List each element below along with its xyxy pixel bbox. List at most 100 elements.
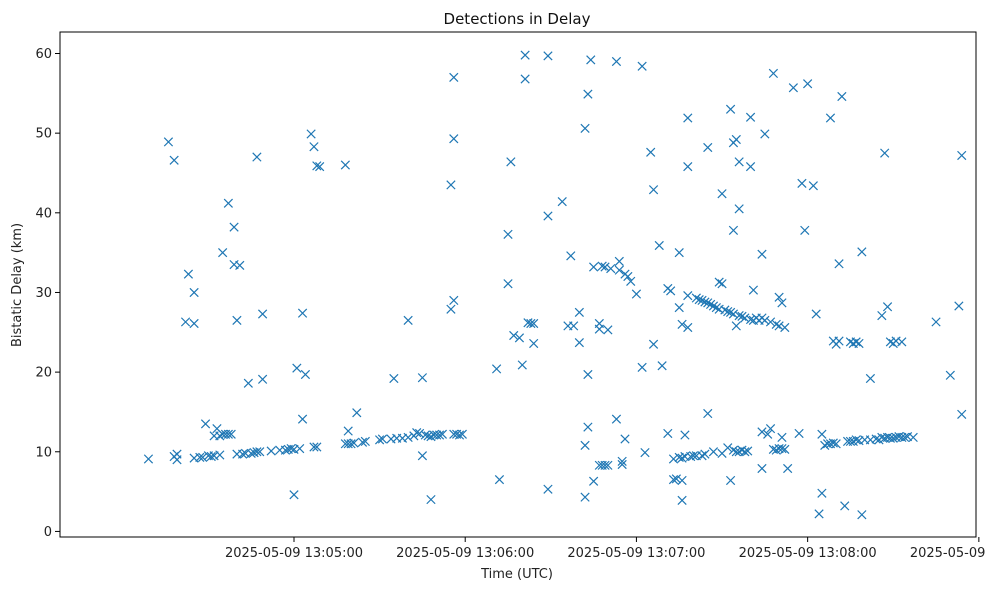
- data-point: [908, 432, 918, 443]
- data-point: [828, 438, 838, 448]
- data-point: [654, 240, 664, 251]
- y-tick-label: 0: [44, 525, 52, 540]
- data-point: [506, 157, 516, 167]
- data-point: [257, 374, 268, 384]
- data-point: [215, 431, 225, 441]
- data-point: [734, 204, 744, 214]
- y-tick-label: 60: [35, 47, 52, 62]
- data-point: [312, 161, 322, 171]
- data-point: [352, 408, 362, 418]
- data-point: [723, 306, 733, 317]
- data-point: [163, 137, 174, 147]
- data-point: [449, 134, 459, 144]
- data-points: [143, 50, 967, 520]
- data-point: [703, 298, 713, 308]
- data-point: [223, 198, 233, 208]
- data-point: [295, 443, 305, 454]
- data-point: [586, 55, 596, 65]
- data-point: [945, 370, 955, 380]
- data-point: [957, 150, 967, 161]
- data-point: [309, 142, 319, 152]
- data-point: [437, 429, 448, 439]
- data-point: [800, 225, 810, 235]
- data-point: [797, 178, 807, 188]
- data-point: [637, 362, 647, 372]
- data-point: [517, 360, 527, 370]
- data-point: [777, 298, 787, 308]
- data-point: [611, 56, 622, 67]
- data-point: [725, 104, 736, 114]
- data-point: [708, 447, 719, 457]
- data-point: [725, 475, 736, 486]
- data-point: [831, 439, 841, 449]
- data-point: [957, 409, 967, 419]
- data-point: [403, 432, 413, 443]
- y-tick-label: 30: [35, 286, 52, 301]
- data-point: [757, 249, 767, 259]
- data-point: [454, 430, 465, 440]
- data-point: [717, 279, 727, 289]
- y-axis-label: Bistatic Delay (km): [10, 223, 25, 347]
- data-point: [580, 123, 590, 134]
- data-point: [668, 475, 679, 485]
- data-point: [865, 373, 876, 384]
- data-point: [765, 424, 776, 434]
- data-point: [783, 463, 793, 474]
- data-point: [720, 305, 730, 315]
- data-point: [631, 289, 642, 299]
- data-point: [880, 148, 890, 158]
- x-tick-label: 2025-05-09 13:08:00: [739, 546, 877, 561]
- data-point: [300, 369, 311, 380]
- data-point: [731, 447, 741, 457]
- data-point: [215, 450, 225, 460]
- data-point: [143, 454, 154, 464]
- data-point: [640, 447, 650, 458]
- data-point: [246, 448, 256, 458]
- x-axis-label: Time (UTC): [480, 567, 553, 582]
- data-point: [346, 439, 356, 449]
- data-point: [728, 225, 739, 235]
- data-point: [877, 310, 887, 321]
- data-point: [200, 419, 211, 429]
- data-point: [580, 492, 590, 502]
- data-point: [574, 307, 584, 318]
- data-point: [206, 451, 216, 462]
- data-point: [857, 510, 867, 520]
- data-point: [420, 430, 430, 440]
- data-point: [817, 488, 827, 498]
- data-point: [745, 161, 756, 172]
- data-point: [588, 262, 599, 272]
- data-point: [765, 317, 776, 327]
- y-axis-ticks: 0 10 20 30 40 50 60: [35, 47, 60, 540]
- data-point: [825, 113, 836, 123]
- data-point: [734, 157, 744, 167]
- data-point: [172, 455, 182, 465]
- data-point: [494, 475, 505, 485]
- chart-title: Detections in Delay: [444, 10, 591, 28]
- data-point: [614, 265, 624, 275]
- data-point: [626, 276, 636, 286]
- data-point: [871, 434, 881, 444]
- data-point: [677, 495, 687, 505]
- data-point: [663, 428, 673, 439]
- data-point: [600, 460, 610, 470]
- data-point: [954, 301, 964, 311]
- data-point: [503, 279, 513, 289]
- data-point: [306, 129, 316, 139]
- data-point: [648, 339, 659, 349]
- data-point: [583, 422, 593, 432]
- data-point: [703, 142, 713, 153]
- data-point: [763, 429, 773, 439]
- data-point: [740, 447, 750, 457]
- data-point: [297, 308, 308, 318]
- data-point: [811, 309, 821, 319]
- y-tick-label: 40: [35, 206, 52, 221]
- data-point: [740, 313, 750, 323]
- data-point: [897, 337, 907, 347]
- data-point: [728, 309, 739, 319]
- data-point: [583, 89, 593, 99]
- data-point: [657, 361, 667, 371]
- data-point: [315, 161, 325, 172]
- data-point: [731, 134, 741, 145]
- data-point: [297, 414, 308, 424]
